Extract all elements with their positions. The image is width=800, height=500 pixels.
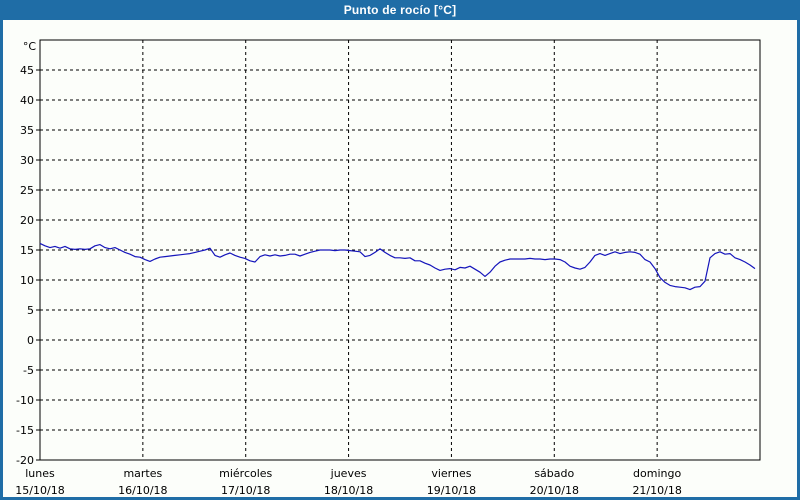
y-tick-label: 30 bbox=[20, 154, 34, 167]
dewpoint-line bbox=[39, 242, 756, 291]
y-tick-label: -10 bbox=[16, 394, 34, 407]
day-date-label: 19/10/18 bbox=[427, 484, 476, 497]
y-tick-label: 35 bbox=[20, 124, 34, 137]
day-date-label: 17/10/18 bbox=[221, 484, 270, 497]
y-tick-label: 25 bbox=[20, 184, 34, 197]
day-name-label: sábado bbox=[534, 467, 574, 480]
chart-svg: 45 40 35 30 25 20 15 10 5 0 -5 -10 -15 -20 °C lunes 15/1… bbox=[15, 39, 761, 497]
y-tick-label: 20 bbox=[20, 214, 34, 227]
y-tick-label: -20 bbox=[16, 454, 34, 467]
day-name-label: jueves bbox=[330, 467, 367, 480]
y-tick-label: -5 bbox=[23, 364, 34, 377]
day-date-label: 21/10/18 bbox=[632, 484, 681, 497]
y-tick-label: -15 bbox=[16, 424, 34, 437]
y-tick-label: 45 bbox=[20, 64, 34, 77]
day-date-label: 15/10/18 bbox=[15, 484, 64, 497]
chart-panel: 45 40 35 30 25 20 15 10 5 0 -5 -10 -15 -20 °C lunes 15/1… bbox=[3, 20, 797, 497]
y-tick-label: 5 bbox=[27, 304, 34, 317]
y-tick-label: 40 bbox=[20, 94, 34, 107]
day-name-label: lunes bbox=[25, 467, 55, 480]
window-titlebar: Punto de rocío [°C] bbox=[0, 0, 800, 20]
day-date-label: 16/10/18 bbox=[118, 484, 167, 497]
day-name-label: domingo bbox=[633, 467, 681, 480]
day-name-label: miércoles bbox=[219, 467, 272, 480]
y-tick-label: 15 bbox=[20, 244, 34, 257]
day-date-label: 18/10/18 bbox=[324, 484, 373, 497]
chart-title: Punto de rocío [°C] bbox=[343, 3, 457, 17]
day-date-label: 20/10/18 bbox=[530, 484, 579, 497]
day-name-label: viernes bbox=[431, 467, 471, 480]
y-tick-label: 10 bbox=[20, 274, 34, 287]
y-axis-unit-label: °C bbox=[23, 40, 37, 53]
plot-frame bbox=[39, 39, 761, 461]
day-name-label: martes bbox=[123, 467, 162, 480]
y-tick-label: 0 bbox=[27, 334, 34, 347]
